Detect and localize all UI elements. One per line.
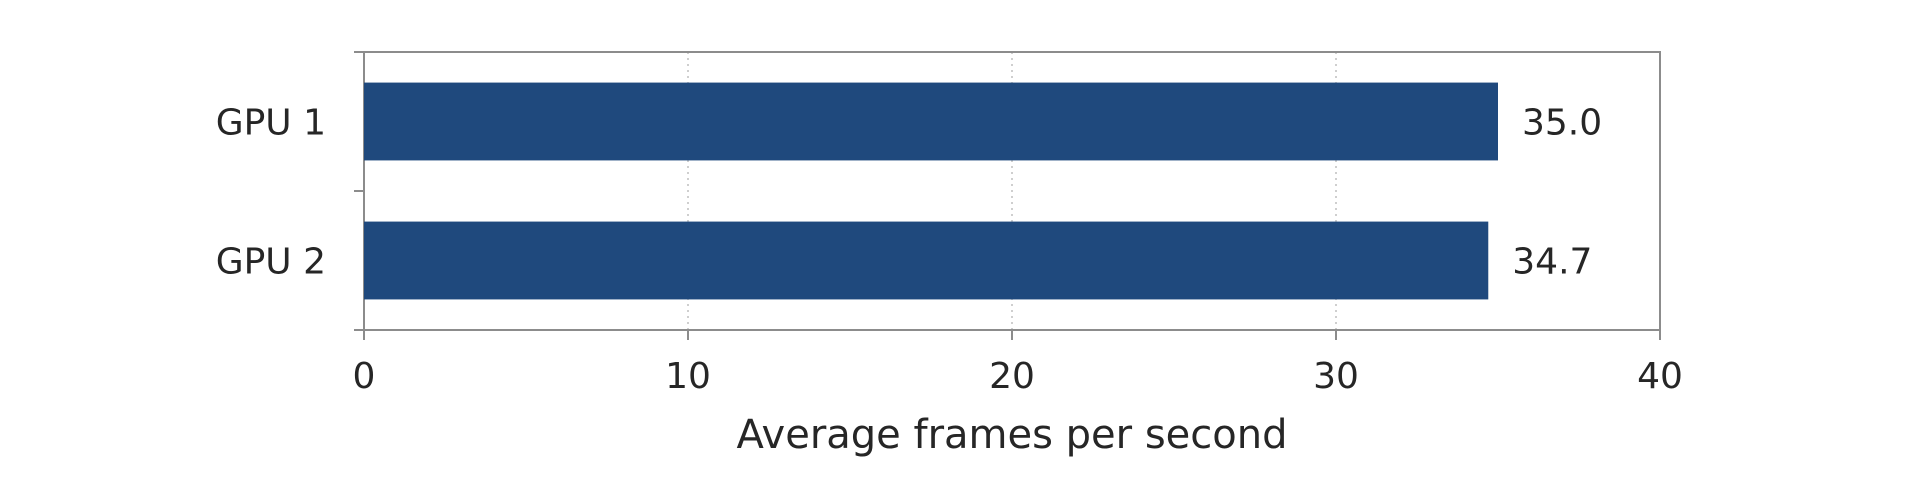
category-label: GPU 1 xyxy=(216,103,326,144)
bar xyxy=(364,82,1498,161)
axis-layer: 0 10 20 30 40 xyxy=(353,51,1683,397)
x-axis-title: Average frames per second xyxy=(737,412,1288,458)
x-tick-label: 30 xyxy=(1313,356,1359,397)
x-tick-label: 40 xyxy=(1637,356,1683,397)
category-label: GPU 2 xyxy=(216,242,326,283)
x-tick-label: 10 xyxy=(665,356,711,397)
data-label: 34.7 xyxy=(1512,242,1592,283)
x-tick-label: 0 xyxy=(353,356,376,397)
grid-layer xyxy=(687,52,1337,330)
data-label: 35.0 xyxy=(1522,103,1602,144)
x-tick-label: 20 xyxy=(989,356,1035,397)
bars-layer xyxy=(364,82,1498,300)
bar xyxy=(364,221,1489,300)
labels-layer: GPU 1 35.0 GPU 2 34.7 xyxy=(216,103,1602,283)
